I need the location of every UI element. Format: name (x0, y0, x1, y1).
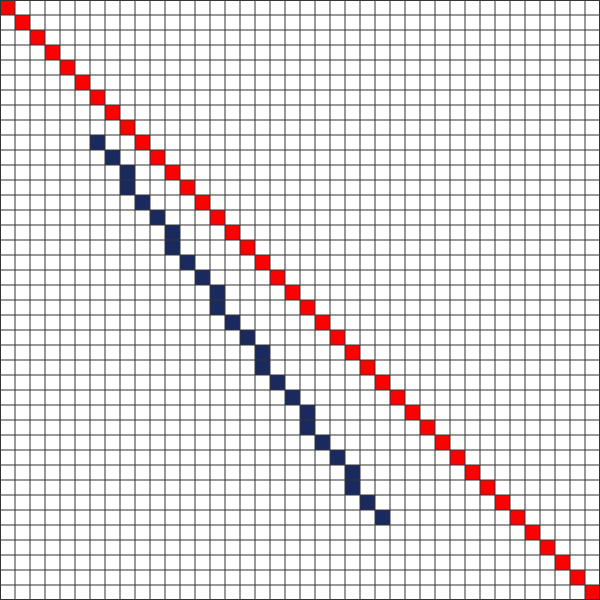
navy-cell[interactable] (255, 345, 270, 360)
red-cell[interactable] (165, 165, 180, 180)
navy-cell[interactable] (300, 405, 315, 420)
red-cell[interactable] (450, 450, 465, 465)
red-cell[interactable] (45, 45, 60, 60)
navy-cell[interactable] (165, 240, 180, 255)
red-cell[interactable] (60, 60, 75, 75)
red-cell[interactable] (75, 75, 90, 90)
navy-cell[interactable] (240, 330, 255, 345)
red-cell[interactable] (90, 90, 105, 105)
red-cell[interactable] (150, 150, 165, 165)
red-cell[interactable] (300, 300, 315, 315)
navy-cell[interactable] (105, 150, 120, 165)
red-cell[interactable] (360, 360, 375, 375)
red-cell[interactable] (435, 435, 450, 450)
red-cell[interactable] (540, 540, 555, 555)
navy-cell[interactable] (180, 255, 195, 270)
red-cell[interactable] (195, 195, 210, 210)
navy-cell[interactable] (315, 435, 330, 450)
navy-cell[interactable] (210, 285, 225, 300)
red-cell[interactable] (285, 285, 300, 300)
red-cell[interactable] (105, 105, 120, 120)
navy-cell[interactable] (225, 315, 240, 330)
red-cell[interactable] (240, 240, 255, 255)
navy-cell[interactable] (120, 165, 135, 180)
red-cell[interactable] (345, 345, 360, 360)
navy-cell[interactable] (375, 510, 390, 525)
navy-cell[interactable] (150, 210, 165, 225)
red-cell[interactable] (375, 375, 390, 390)
red-cell[interactable] (585, 585, 600, 600)
red-cell[interactable] (570, 570, 585, 585)
red-cell[interactable] (180, 180, 195, 195)
navy-cell[interactable] (360, 495, 375, 510)
red-cell[interactable] (420, 420, 435, 435)
red-cell[interactable] (390, 390, 405, 405)
red-cell[interactable] (270, 270, 285, 285)
navy-cell[interactable] (135, 195, 150, 210)
navy-cell[interactable] (210, 300, 225, 315)
navy-cell[interactable] (300, 420, 315, 435)
navy-cell[interactable] (90, 135, 105, 150)
red-cell[interactable] (480, 480, 495, 495)
red-cell[interactable] (30, 30, 45, 45)
red-cell[interactable] (465, 465, 480, 480)
navy-cell[interactable] (345, 465, 360, 480)
red-cell[interactable] (525, 525, 540, 540)
navy-cell[interactable] (285, 390, 300, 405)
navy-cell[interactable] (270, 375, 285, 390)
red-cell[interactable] (120, 120, 135, 135)
red-cell[interactable] (555, 555, 570, 570)
red-cell[interactable] (135, 135, 150, 150)
navy-cell[interactable] (345, 480, 360, 495)
red-cell[interactable] (225, 225, 240, 240)
navy-cell[interactable] (330, 450, 345, 465)
navy-cell[interactable] (255, 360, 270, 375)
red-cell[interactable] (315, 315, 330, 330)
navy-cell[interactable] (165, 225, 180, 240)
red-cell[interactable] (495, 495, 510, 510)
red-cell[interactable] (210, 210, 225, 225)
navy-cell[interactable] (120, 180, 135, 195)
red-cell[interactable] (255, 255, 270, 270)
navy-cell[interactable] (195, 270, 210, 285)
red-cell[interactable] (510, 510, 525, 525)
red-cell[interactable] (330, 330, 345, 345)
red-cell[interactable] (0, 0, 15, 15)
red-cell[interactable] (405, 405, 420, 420)
red-cell[interactable] (15, 15, 30, 30)
